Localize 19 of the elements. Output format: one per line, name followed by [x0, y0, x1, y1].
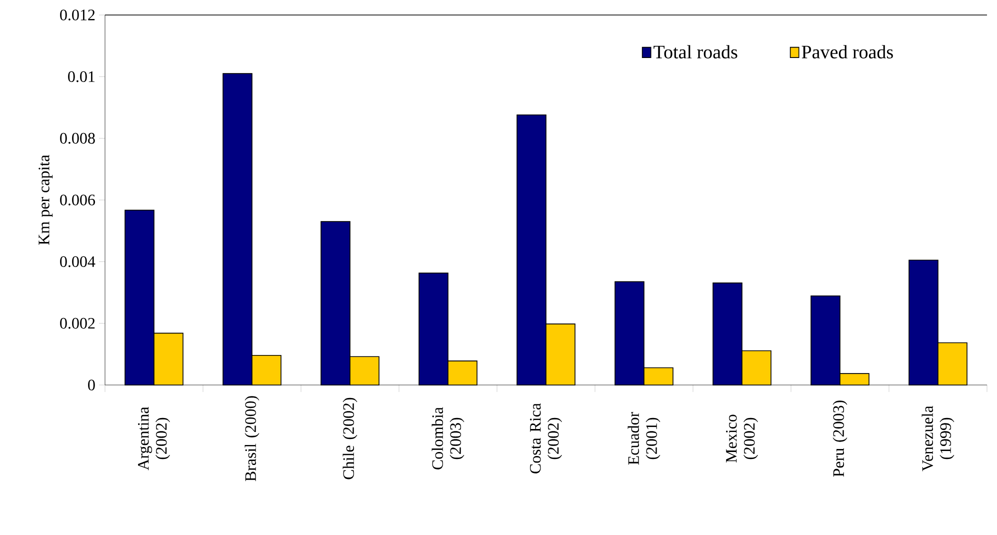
x-tick-label: Ecuador (2001): [628, 412, 660, 465]
y-tick-label: 0.012: [60, 10, 95, 20]
x-tick-label: Brasil (2000): [244, 396, 260, 482]
x-tick-label: Peru (2003): [832, 400, 848, 477]
legend-label: Total roads: [654, 45, 738, 58]
x-tick-label: Colombia (2003): [432, 407, 464, 470]
x-tick-label: Costa Rica (2002): [530, 403, 562, 474]
y-tick-label: 0.006: [60, 194, 96, 206]
y-tick-label: 0.004: [60, 256, 96, 268]
x-tick-label: Venezuela (1999): [922, 406, 954, 472]
y-tick-label: 0.002: [60, 318, 95, 329]
x-tick-label: Chile (2002): [342, 398, 358, 480]
y-axis-title: Km per capita: [38, 154, 53, 245]
y-tick-label: 0.01: [68, 71, 95, 82]
legend-label: Paved roads: [802, 45, 893, 58]
x-tick-label: Mexico (2002): [726, 414, 758, 463]
y-tick-label: 0.008: [60, 132, 95, 144]
x-tick-label: Argentina (2002): [138, 406, 170, 470]
y-tick-label: 0: [88, 380, 95, 390]
